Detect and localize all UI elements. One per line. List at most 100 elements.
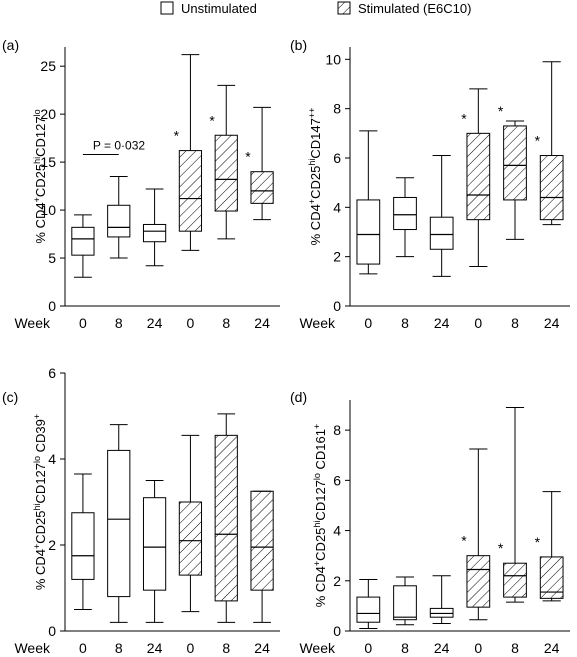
y-tick-label: 8 [333,422,341,438]
x-tick-label: 0 [187,640,195,656]
x-tick-label: 8 [115,315,123,331]
significance-asterisk: * [498,540,504,556]
x-tick-label: 8 [401,640,409,656]
y-tick-label: 6 [48,365,56,381]
box-iqr [107,204,131,238]
significance-asterisk: * [174,128,180,144]
y-tick-label: 4 [48,451,56,467]
box-stimulated-week-0 [178,434,203,613]
y-tick-label: 4 [333,523,341,539]
y-tick-label: 8 [333,101,341,117]
y-axis-label: % CD4+CD25hiCD127lo [32,109,48,243]
x-tick-label: 0 [364,315,372,331]
legend-unstimulated-swatch [160,1,174,15]
significance-asterisk: * [535,534,541,550]
significance-asterisk: * [461,110,467,126]
panel-label: (d) [290,389,307,405]
box-iqr [466,132,491,221]
panel-label: (c) [2,389,18,405]
box-iqr [503,562,527,598]
y-tick-label: 5 [48,250,56,266]
x-tick-label: 24 [434,640,450,656]
significance-asterisk: * [535,133,541,149]
box-unstimulated-week-24 [429,575,454,624]
y-tick-label: 0 [48,298,56,314]
x-tick-label: 0 [474,640,482,656]
pvalue-label: P = 0·032 [93,139,145,153]
legend-stimulated-label: Stimulated (E6C10) [358,1,471,16]
x-axis-title: Week [14,315,51,331]
box-iqr [250,171,274,204]
box-iqr [178,150,203,232]
y-axis-label: % CD4+CD25hiCD127lo CD39+ [32,414,48,590]
x-tick-label: 8 [511,640,519,656]
box-iqr [71,512,95,580]
box-unstimulated-week-24 [429,155,454,277]
x-tick-label: 8 [222,315,230,331]
y-tick-label: 6 [333,472,341,488]
box-iqr [356,199,381,265]
significance-asterisk: * [245,149,251,165]
box-iqr [356,596,381,623]
panel-label: (a) [2,37,19,53]
y-tick-label: 15 [40,154,56,170]
x-axis-title: Week [14,640,51,656]
box-iqr [429,607,454,618]
box-stimulated-week-0: * [174,54,203,251]
legend-stimulated-swatch [337,1,351,15]
x-tick-label: 24 [544,640,560,656]
box-iqr [214,434,238,602]
legend-unstimulated-label: Unstimulated [181,1,257,16]
significance-asterisk: * [498,103,504,119]
y-axis-label: % CD4+CD25hiCD127lo CD161+ [312,424,328,608]
box-stimulated-week-0: * [461,88,491,268]
box-stimulated-week-0: * [461,448,491,621]
box-stimulated-week-8 [214,413,238,623]
box-unstimulated-week-0 [356,130,381,275]
x-tick-label: 24 [147,640,163,656]
box-unstimulated-week-24 [142,480,167,623]
box-iqr [71,226,95,256]
x-axis-title: Week [299,640,336,656]
y-axis-label: % CD4+CD25hiCD147++ [307,108,323,246]
y-tick-label: 20 [40,106,56,122]
box-unstimulated-week-0 [71,473,95,610]
box-iqr [466,555,491,608]
box-stimulated-week-8: * [498,103,527,240]
y-tick-label: 2 [48,537,56,553]
box-iqr [393,585,417,621]
legend: Unstimulated Stimulated (E6C10) [160,1,471,16]
box-iqr [142,223,167,243]
y-tick-label: 4 [333,199,341,215]
x-tick-label: 8 [401,315,409,331]
box-unstimulated-week-8 [107,424,131,623]
x-tick-label: 24 [434,315,450,331]
x-tick-label: 8 [115,640,123,656]
y-tick-label: 0 [333,298,341,314]
box-stimulated-week-24: * [245,106,274,221]
y-tick-label: 10 [325,51,341,67]
y-tick-label: 2 [333,249,341,265]
box-iqr [539,556,564,599]
box-iqr [214,134,238,212]
x-tick-label: 24 [254,315,270,331]
x-tick-label: 0 [364,640,372,656]
x-axis-title: Week [299,315,336,331]
x-tick-label: 24 [544,315,560,331]
x-tick-label: 0 [79,315,87,331]
x-tick-label: 0 [187,315,195,331]
box-iqr [503,125,527,201]
box-unstimulated-week-8 [393,576,417,626]
panel-label: (b) [290,37,307,53]
y-tick-label: 25 [40,58,56,74]
significance-asterisk: * [461,533,467,549]
y-tick-label: 6 [333,150,341,166]
x-tick-label: 24 [254,640,270,656]
box-unstimulated-week-0 [71,214,95,278]
y-tick-label: 0 [333,623,341,639]
x-tick-label: 8 [222,640,230,656]
